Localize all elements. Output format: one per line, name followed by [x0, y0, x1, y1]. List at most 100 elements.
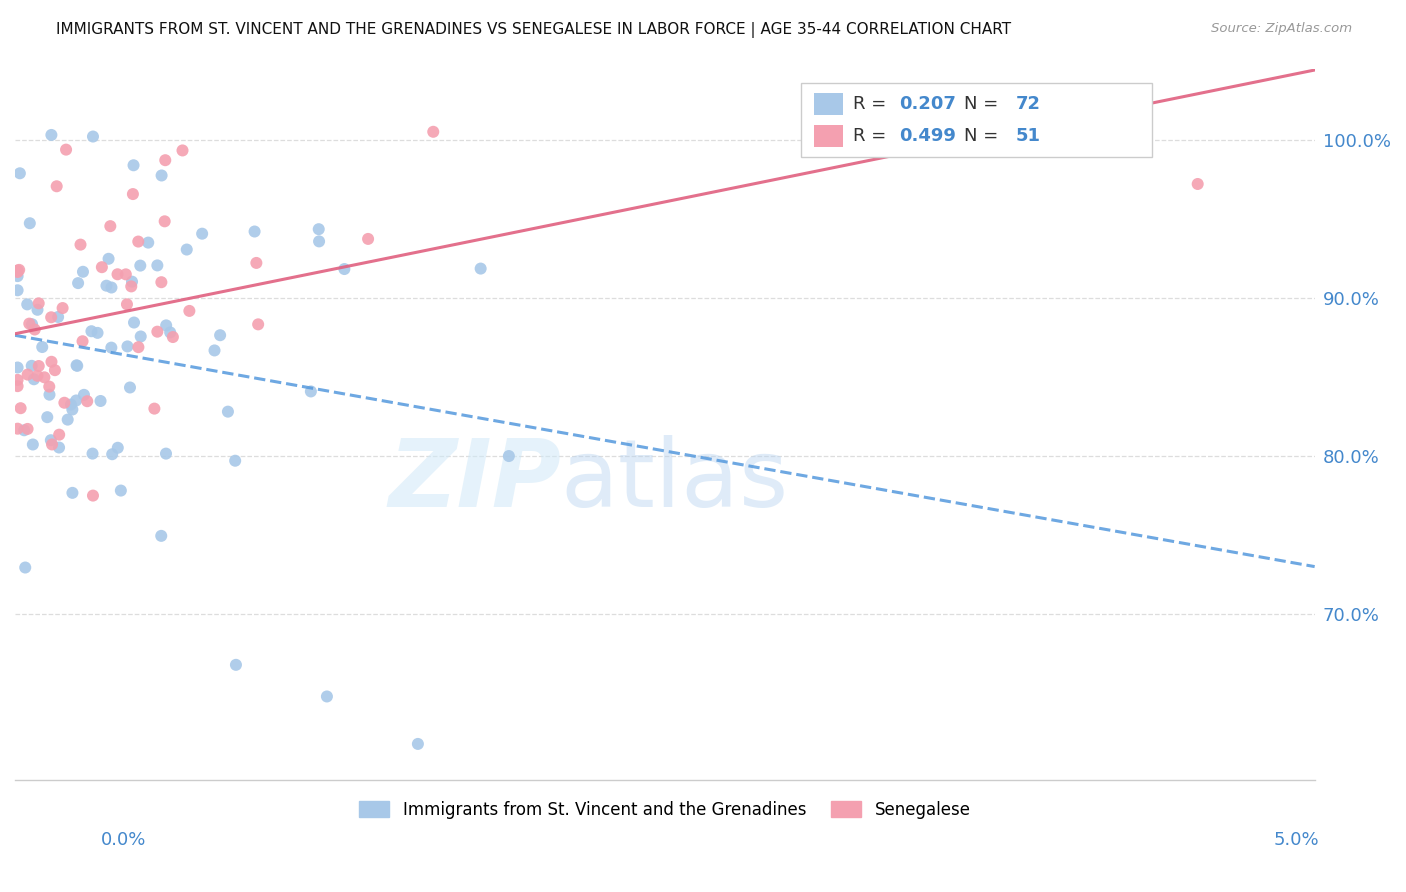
Point — [204, 343, 226, 358]
Point — [117, 339, 139, 353]
Point — [7, 422, 30, 436]
Point — [217, 404, 239, 418]
Point — [41, 128, 63, 142]
Point — [7, 283, 30, 297]
Point — [100, 280, 122, 294]
Point — [150, 169, 173, 183]
Point — [73, 388, 96, 402]
Point — [8, 166, 31, 180]
Point — [7, 360, 30, 375]
Point — [155, 318, 177, 333]
Text: N =: N = — [963, 95, 1004, 113]
Point — [115, 297, 138, 311]
Point — [98, 219, 121, 234]
Point — [110, 483, 132, 498]
Point — [21, 359, 44, 373]
Point — [127, 340, 149, 354]
Point — [120, 279, 142, 293]
Point — [48, 427, 70, 442]
Point — [118, 380, 141, 394]
Point — [96, 278, 118, 293]
Text: R =: R = — [853, 95, 893, 113]
Text: 0.207: 0.207 — [898, 95, 956, 113]
Point — [82, 129, 104, 144]
Point — [45, 179, 67, 194]
Point — [21, 437, 44, 451]
Point — [406, 737, 429, 751]
Point — [333, 262, 356, 277]
Point — [136, 235, 159, 250]
Point — [18, 317, 41, 331]
Point — [13, 423, 35, 437]
Point — [316, 690, 339, 704]
Point — [76, 394, 98, 409]
Point — [1187, 177, 1209, 191]
Point — [65, 393, 87, 408]
Point — [18, 216, 41, 230]
Point — [114, 268, 136, 282]
Point — [146, 259, 169, 273]
Point — [39, 434, 62, 448]
Point — [90, 394, 112, 409]
Point — [153, 214, 176, 228]
Point — [107, 441, 129, 455]
Point — [39, 310, 62, 325]
Point — [90, 260, 112, 275]
Point — [7, 373, 30, 387]
Point — [224, 454, 246, 468]
Point — [17, 422, 39, 436]
Point — [308, 235, 330, 249]
Point — [72, 265, 94, 279]
Point — [22, 372, 45, 386]
Point — [80, 324, 103, 338]
Text: R =: R = — [853, 128, 893, 145]
Point — [66, 359, 89, 373]
FancyBboxPatch shape — [814, 94, 842, 115]
Text: 0.499: 0.499 — [898, 128, 956, 145]
Point — [7, 263, 30, 277]
Text: 0.0%: 0.0% — [101, 831, 146, 849]
Point — [122, 316, 145, 330]
Point — [14, 560, 37, 574]
Point — [59, 397, 82, 411]
Point — [470, 261, 492, 276]
Point — [129, 329, 152, 343]
Text: ZIP: ZIP — [388, 435, 561, 527]
Point — [159, 326, 181, 340]
Point — [41, 355, 63, 369]
Point — [127, 235, 149, 249]
Point — [37, 410, 59, 425]
FancyBboxPatch shape — [814, 126, 842, 147]
Point — [52, 301, 75, 315]
Point — [308, 222, 330, 236]
Point — [155, 447, 177, 461]
FancyBboxPatch shape — [801, 83, 1152, 158]
Point — [55, 143, 77, 157]
Point — [34, 370, 56, 384]
Point — [82, 447, 104, 461]
Point — [122, 158, 145, 172]
Point — [21, 317, 44, 331]
Text: IMMIGRANTS FROM ST. VINCENT AND THE GRENADINES VS SENEGALESE IN LABOR FORCE | AG: IMMIGRANTS FROM ST. VINCENT AND THE GREN… — [56, 22, 1011, 38]
Point — [27, 368, 49, 383]
Point — [122, 187, 145, 202]
Point — [38, 379, 60, 393]
Text: 51: 51 — [1015, 128, 1040, 145]
Point — [101, 447, 124, 461]
Text: atlas: atlas — [561, 435, 789, 527]
Point — [86, 326, 108, 340]
Point — [8, 263, 31, 277]
Point — [209, 328, 232, 343]
Point — [107, 267, 129, 281]
Point — [162, 330, 184, 344]
Point — [53, 396, 76, 410]
Point — [56, 412, 79, 426]
Text: N =: N = — [963, 128, 1004, 145]
Point — [155, 153, 177, 168]
Text: Source: ZipAtlas.com: Source: ZipAtlas.com — [1212, 22, 1353, 36]
Point — [176, 243, 198, 257]
Point — [357, 232, 380, 246]
Text: 72: 72 — [1015, 95, 1040, 113]
Point — [27, 302, 49, 317]
Point — [44, 363, 66, 377]
